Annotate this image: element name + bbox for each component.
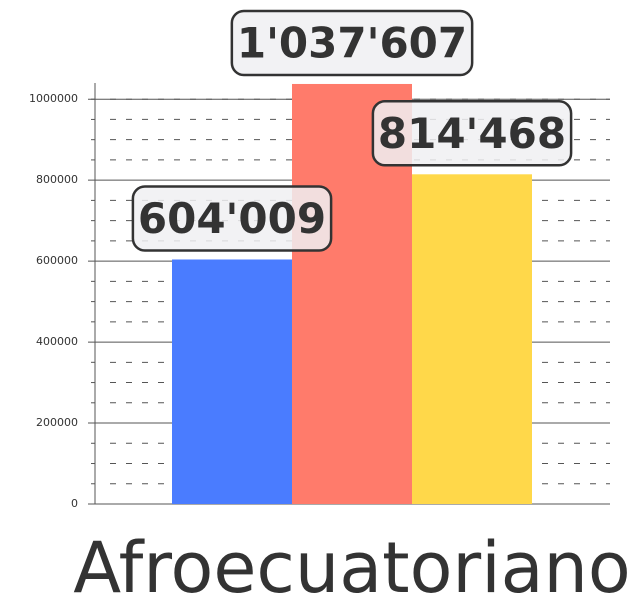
value-label-box <box>371 100 573 167</box>
y-tick-label: 1000000 <box>29 92 78 105</box>
value-label: 604'009 <box>138 194 326 243</box>
x-tick-label: Afroecuatoriano <box>73 527 631 606</box>
y-tick-label: 400000 <box>36 335 78 348</box>
y-tick-label: 0 <box>71 497 78 510</box>
bar <box>412 174 532 504</box>
y-tick-label: 200000 <box>36 416 78 429</box>
value-label-box <box>230 9 474 77</box>
bar <box>172 259 292 504</box>
value-label-box <box>131 185 333 252</box>
value-label: 1'037'607 <box>237 18 467 67</box>
y-tick-label: 600000 <box>36 254 78 267</box>
y-tick-label: 800000 <box>36 173 78 186</box>
value-label: 814'468 <box>378 109 566 158</box>
